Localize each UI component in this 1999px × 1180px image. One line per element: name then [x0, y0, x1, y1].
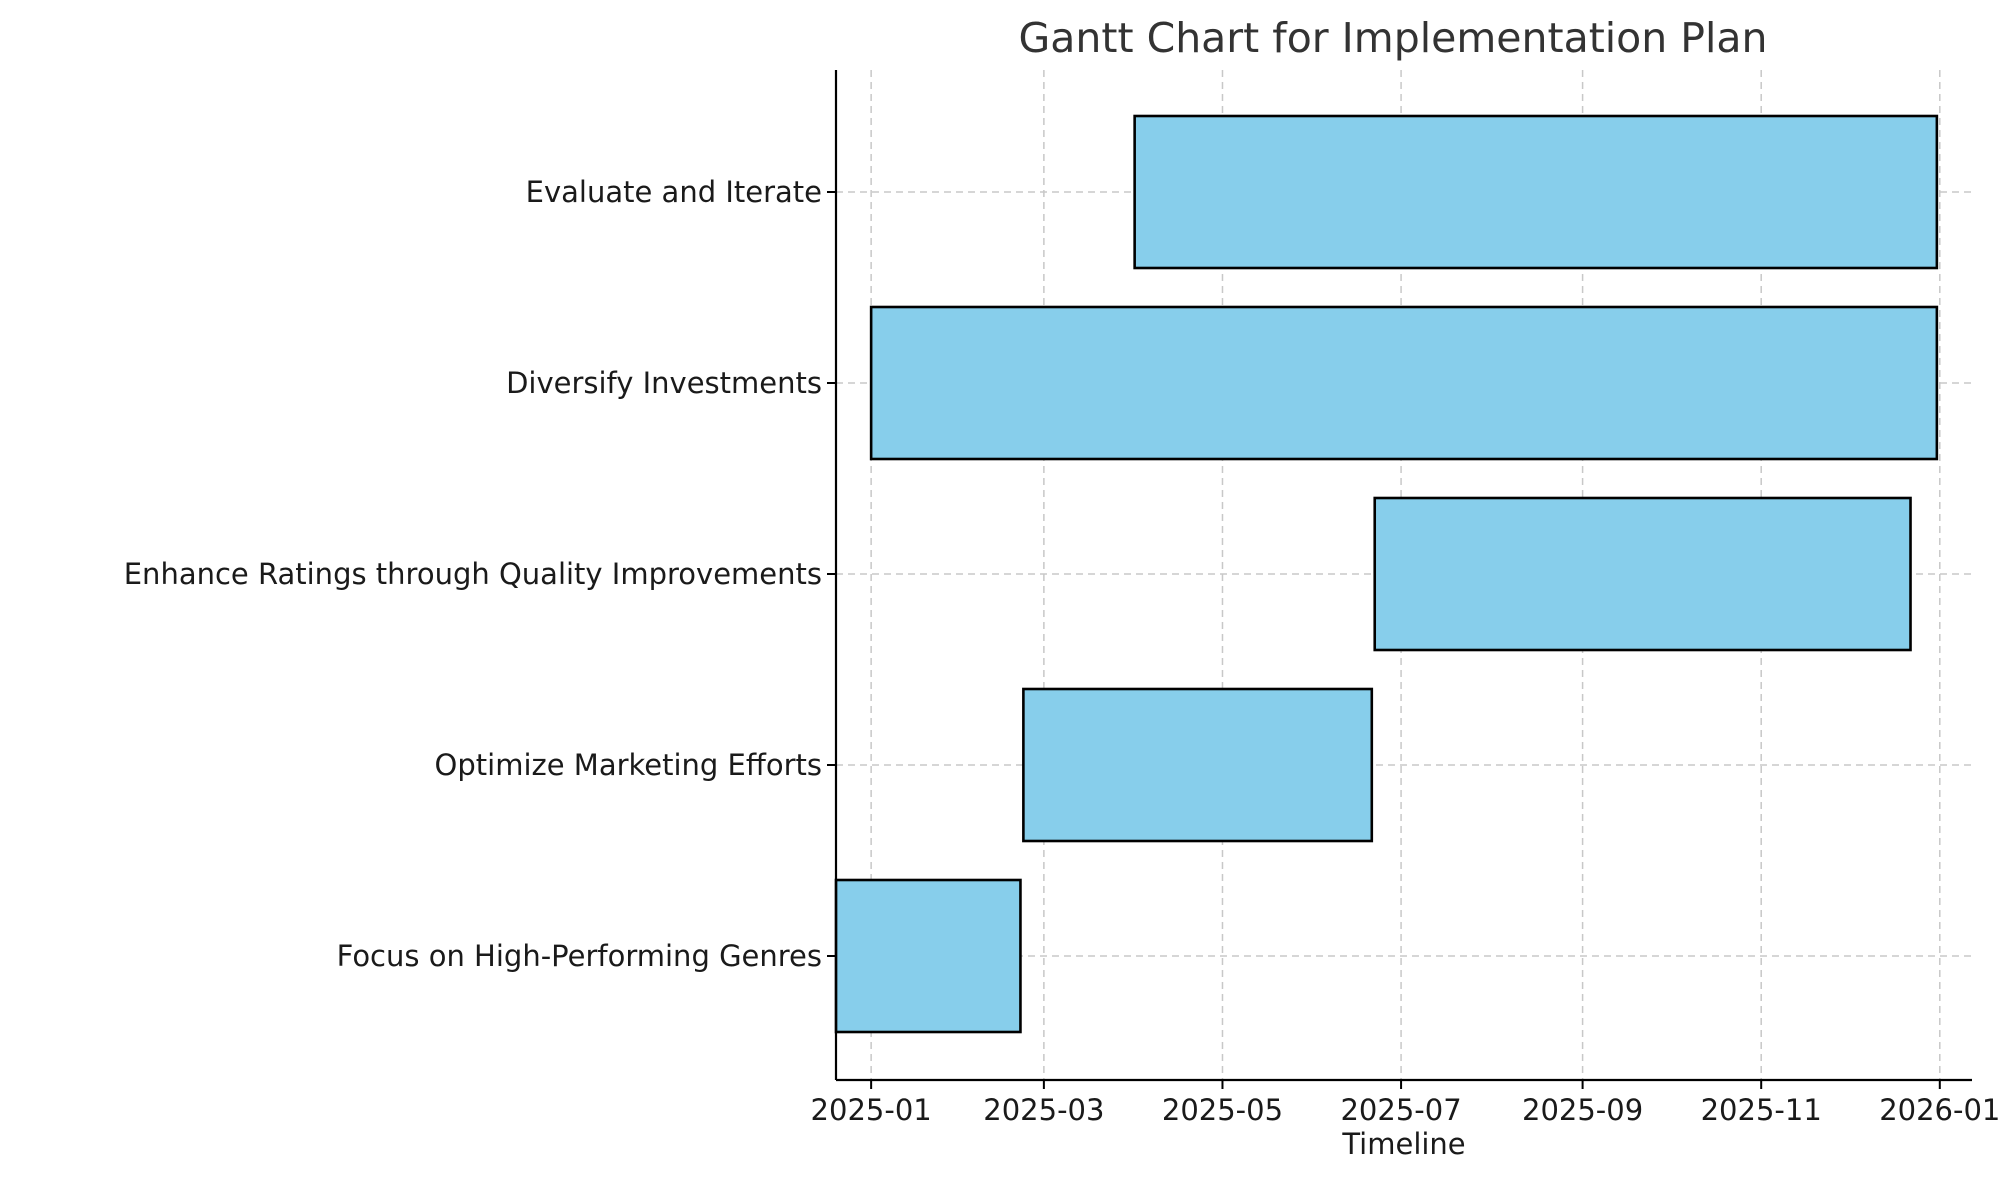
task-bar	[1373, 496, 1912, 652]
y-tick-label: Enhance Ratings through Quality Improvem…	[124, 557, 822, 591]
task-bar	[869, 305, 1939, 461]
y-tick-label: Evaluate and Iterate	[526, 175, 822, 209]
axes: 2025-01 2025-03 2025-05 2025-07 2025-09 2025-…	[124, 70, 1999, 1127]
y-tick-label: Focus on High-Performing Genres	[337, 939, 822, 973]
task-bar	[1133, 114, 1939, 270]
task-bar	[1022, 687, 1374, 843]
x-tick-label: 2025-03	[983, 1093, 1104, 1127]
y-tick-label: Diversify Investments	[506, 366, 822, 400]
x-tick-label: 2026-01	[1879, 1093, 1999, 1127]
chart-title: Gantt Chart for Implementation Plan	[1019, 14, 1768, 62]
task-bar	[834, 878, 1022, 1034]
x-axis-label: Timeline	[1341, 1127, 1465, 1161]
bars	[834, 114, 1939, 1034]
x-tick-label: 2025-09	[1522, 1093, 1643, 1127]
y-tick-label: Optimize Marketing Efforts	[435, 748, 822, 782]
x-tick-label: 2025-05	[1162, 1093, 1283, 1127]
x-tick-label: 2025-07	[1340, 1093, 1461, 1127]
x-tick-label: 2025-01	[811, 1093, 932, 1127]
x-tick-label: 2025-11	[1701, 1093, 1822, 1127]
